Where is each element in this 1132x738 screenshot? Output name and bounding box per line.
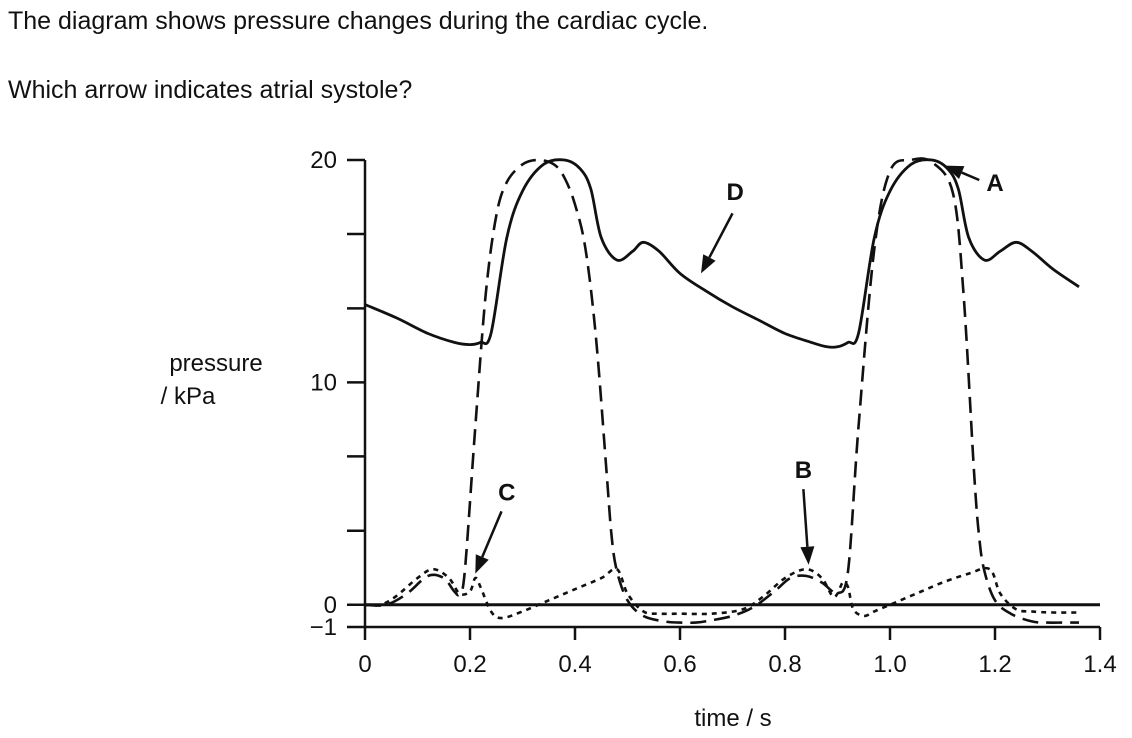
x-tick-label: 1.2 [978,651,1011,678]
x-tick-label: 0.4 [558,651,591,678]
x-tick-label: 1.0 [873,651,906,678]
x-tick-label: 0.6 [663,651,696,678]
arrow-head-a [945,165,965,179]
y-tick-label: 20 [310,147,337,174]
y-tick-label: 0 [324,592,337,619]
question-text-1: The diagram shows pressure changes durin… [8,7,709,35]
x-tick-label: 0 [358,651,371,678]
arrow-head-b [800,546,815,565]
arrow-head-c [475,554,489,574]
arrow-label-c: C [498,479,515,506]
axes [363,160,1100,629]
series-line-solid [364,158,1080,349]
arrow-head-d [701,254,716,274]
y-tick-label: −1 [310,614,337,641]
arrow-shaft-c [481,510,503,558]
annotations: A B C D [475,165,1004,574]
arrow-shaft-a [961,171,980,182]
x-tick-label: 0.2 [453,651,486,678]
arrow-label-a: A [986,170,1003,197]
arrow-shaft-b [802,489,809,547]
series-layer [364,157,1080,625]
question-text-2: Which arrow indicates atrial systole? [8,76,413,104]
y-tick-label: 10 [310,369,337,396]
arrow-label-b: B [795,457,812,484]
arrow-label-d: D [726,179,743,206]
x-tick-label: 0.8 [768,651,801,678]
series-line-dotted [364,566,1080,620]
y-axis-title-line2: / kPa [161,383,216,410]
series-line-dashed [364,157,1079,625]
x-axis-title: time / s [694,705,771,732]
y-axis-title-line1: pressure [169,350,262,377]
x-tick-label: 1.4 [1083,651,1116,678]
arrow-shaft-d [708,212,734,259]
